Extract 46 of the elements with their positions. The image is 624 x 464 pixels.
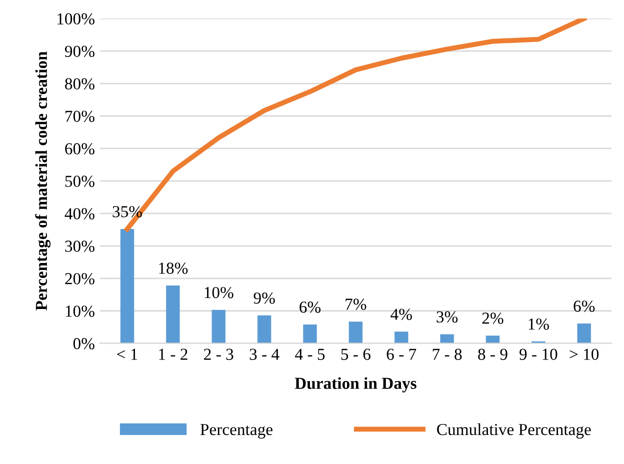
y-tick-label: 90% [64, 46, 94, 58]
x-tick-label: 4 - 5 [295, 348, 325, 360]
y-tick-label: 10% [66, 306, 94, 317]
bar [394, 332, 408, 344]
legend-label: Cumulative Percentage [437, 423, 591, 439]
x-tick-label: 8 - 9 [478, 348, 508, 360]
bar [577, 324, 591, 344]
data-label: 18% [159, 262, 188, 274]
x-axis-title: Duration in Days [294, 377, 416, 392]
y-tick-label: 100% [58, 13, 94, 25]
bar [348, 322, 363, 344]
bar [120, 229, 134, 344]
data-label: 6% [300, 302, 321, 313]
data-label: 10% [204, 286, 234, 298]
x-tick-label: 6 - 7 [386, 348, 416, 360]
data-label: 4% [390, 308, 412, 320]
y-tick-label: 20% [65, 273, 94, 284]
x-tick-label: 3 - 4 [250, 348, 280, 360]
x-tick-label: > 10 [570, 348, 599, 360]
y-axis-title: Percentage of material code creation [35, 51, 51, 310]
data-label: 9% [254, 292, 275, 304]
y-tick-label: 80% [65, 78, 94, 90]
legend-label: Percentage [200, 424, 272, 439]
bar [212, 310, 226, 344]
y-tick-label: 0% [73, 338, 94, 350]
data-label: 3% [436, 311, 458, 323]
data-label: 1% [528, 318, 549, 330]
bar [440, 334, 454, 344]
x-tick-label: 5 - 6 [341, 348, 370, 360]
data-label: 2% [482, 312, 504, 324]
y-tick-label: 40% [64, 208, 94, 220]
x-tick-label: 2 - 3 [204, 348, 234, 360]
bar [257, 315, 272, 344]
y-tick-label: 50% [65, 176, 94, 187]
data-label: 7% [346, 298, 366, 310]
y-tick-label: 60% [65, 143, 94, 154]
bar [486, 336, 500, 344]
bar [166, 286, 180, 344]
x-tick-label: 9 - 10 [520, 348, 558, 360]
x-tick-label: 7 - 8 [432, 348, 462, 360]
data-label: 6% [574, 300, 595, 312]
y-tick-label: 30% [65, 240, 94, 252]
bar [303, 324, 317, 344]
y-tick-label: 70% [66, 110, 94, 122]
x-tick-label: 1 - 2 [159, 348, 188, 360]
x-tick-label: < 1 [117, 348, 138, 360]
